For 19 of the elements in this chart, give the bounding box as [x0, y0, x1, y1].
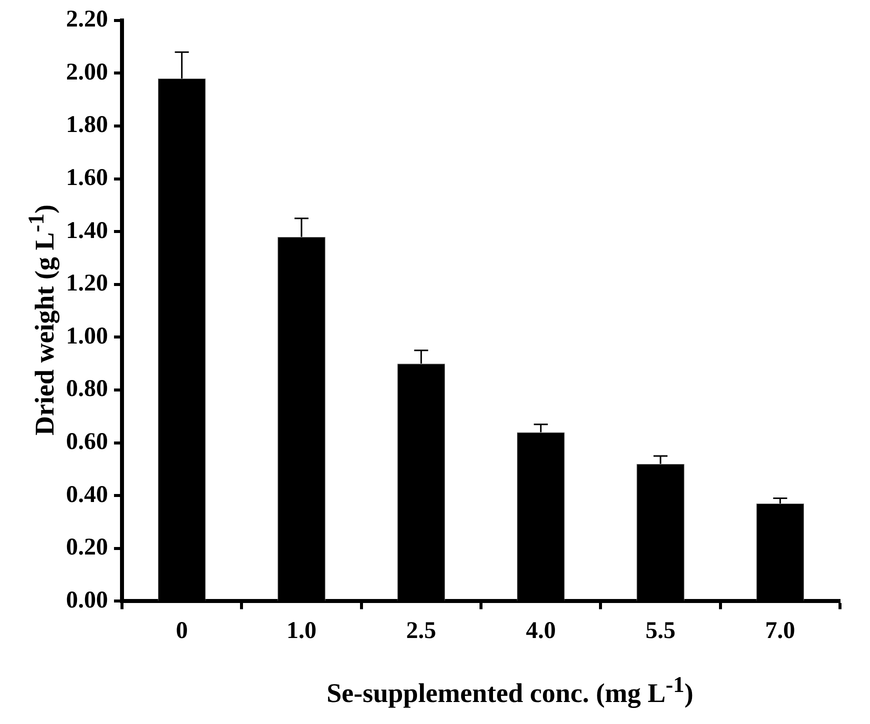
- y-tick-label: 0.80: [66, 376, 108, 402]
- x-tick-label: 1.0: [286, 618, 316, 644]
- y-tick-label: 0.00: [66, 587, 108, 614]
- y-tick-label: 2.00: [66, 59, 108, 86]
- x-tick-label: 7.0: [765, 618, 796, 644]
- y-tick-label: 1.80: [66, 112, 108, 138]
- x-tick-label: 0: [176, 618, 188, 644]
- y-tick-label: 1.00: [66, 323, 108, 350]
- y-tick-label: 0.40: [66, 482, 108, 508]
- y-tick-label: 0.20: [66, 534, 108, 561]
- x-tick-label: 2.5: [406, 618, 436, 644]
- y-tick-label: 1.40: [66, 218, 108, 244]
- x-tick-label: 5.5: [646, 618, 676, 644]
- y-tick-label: 2.20: [66, 6, 108, 33]
- y-tick-label: 1.20: [66, 270, 108, 297]
- y-tick-label: 1.60: [66, 165, 108, 192]
- x-tick-label: 4.0: [526, 618, 556, 644]
- y-tick-label: 0.60: [66, 429, 108, 456]
- x-axis-title: Se-supplemented conc. (mg L$^{-1}$): [326, 672, 694, 709]
